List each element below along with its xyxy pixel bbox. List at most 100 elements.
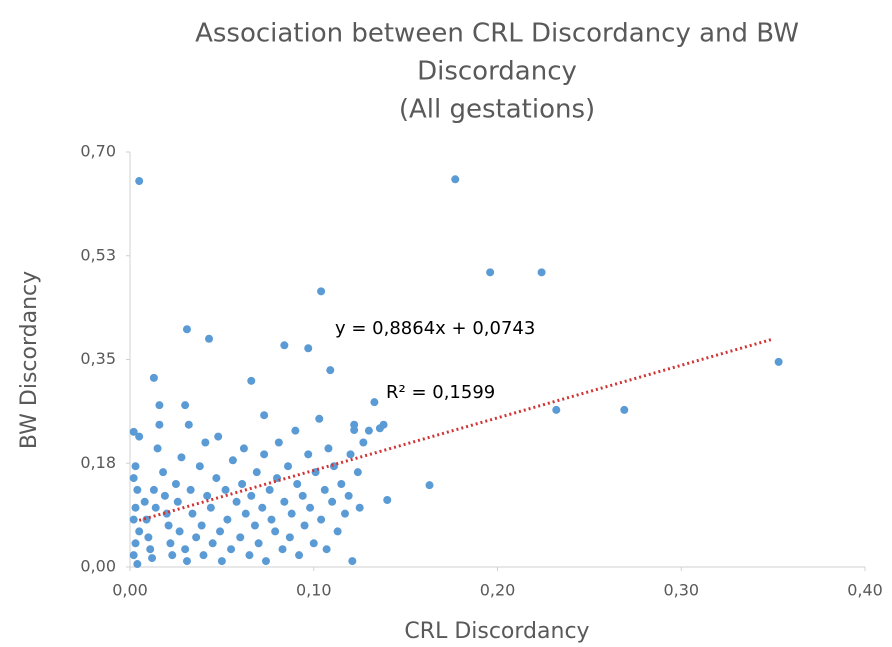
point (293, 480, 302, 488)
point (151, 503, 160, 512)
point (280, 341, 289, 350)
point (317, 287, 326, 296)
point (184, 420, 193, 429)
point (247, 491, 256, 500)
point (326, 366, 335, 375)
point (129, 427, 138, 436)
trendline (138, 337, 774, 522)
point (155, 401, 164, 410)
point (131, 503, 140, 512)
point (317, 515, 326, 524)
point (252, 468, 261, 477)
point (135, 432, 144, 441)
y-tick-label: 0,35 (80, 349, 116, 368)
point (304, 344, 313, 353)
y-axis-title: BW Discordancy (17, 271, 42, 449)
point (149, 485, 158, 494)
point (135, 177, 144, 186)
point (221, 485, 230, 494)
point (315, 414, 324, 423)
point (232, 497, 241, 506)
point (175, 527, 184, 536)
point (337, 480, 346, 488)
point (245, 551, 254, 560)
point (285, 533, 294, 542)
point (205, 334, 214, 343)
point (324, 444, 333, 453)
point (260, 411, 269, 420)
point (148, 554, 157, 563)
point (383, 496, 392, 505)
point (271, 527, 280, 536)
point (370, 398, 379, 407)
point (144, 533, 153, 542)
point (333, 527, 342, 536)
x-tick-label: 0,20 (480, 581, 516, 600)
point (182, 557, 191, 566)
x-axis-title: CRL Discordancy (404, 619, 589, 644)
point (260, 450, 269, 459)
point (287, 509, 296, 518)
point (238, 480, 247, 488)
y-tick-label: 0,18 (80, 453, 116, 472)
point (298, 491, 307, 500)
point (206, 503, 215, 512)
point (177, 453, 186, 462)
point (359, 438, 368, 447)
point (280, 497, 289, 506)
point (214, 432, 223, 441)
point (129, 515, 138, 524)
point (261, 557, 270, 566)
point (258, 503, 267, 512)
point (451, 175, 460, 184)
point (344, 491, 353, 500)
point (241, 509, 250, 518)
point (322, 545, 331, 554)
point (129, 474, 138, 483)
point (153, 444, 162, 453)
point (131, 462, 140, 471)
point (267, 515, 276, 524)
point (265, 485, 274, 494)
trendline-equation: y = 0,8864x + 0,0743 (335, 318, 535, 339)
point (309, 539, 318, 548)
point (173, 497, 182, 506)
point (133, 560, 142, 569)
point (552, 405, 561, 414)
point (146, 545, 155, 554)
point (199, 551, 208, 560)
point (155, 420, 164, 429)
point (486, 268, 495, 277)
point (192, 533, 201, 542)
point (239, 444, 248, 453)
point (254, 539, 263, 548)
point (227, 545, 236, 554)
point (236, 533, 245, 542)
point (353, 468, 362, 477)
point (131, 539, 140, 548)
point (295, 551, 304, 560)
point (247, 376, 256, 385)
point (355, 503, 364, 512)
point (171, 480, 180, 488)
point (168, 551, 177, 560)
point (159, 468, 168, 477)
x-tick-label: 0,10 (296, 581, 332, 600)
point (164, 521, 173, 530)
point (201, 438, 210, 447)
point (208, 539, 217, 548)
x-tick-label: 0,40 (847, 581, 883, 600)
point (346, 450, 355, 459)
point (537, 268, 546, 277)
point (195, 462, 204, 471)
point (300, 521, 309, 530)
point (149, 373, 158, 382)
point (379, 420, 388, 429)
point (203, 491, 212, 500)
point (278, 545, 287, 554)
point (186, 485, 195, 494)
point (133, 485, 142, 494)
point (350, 420, 359, 429)
point (197, 521, 206, 530)
